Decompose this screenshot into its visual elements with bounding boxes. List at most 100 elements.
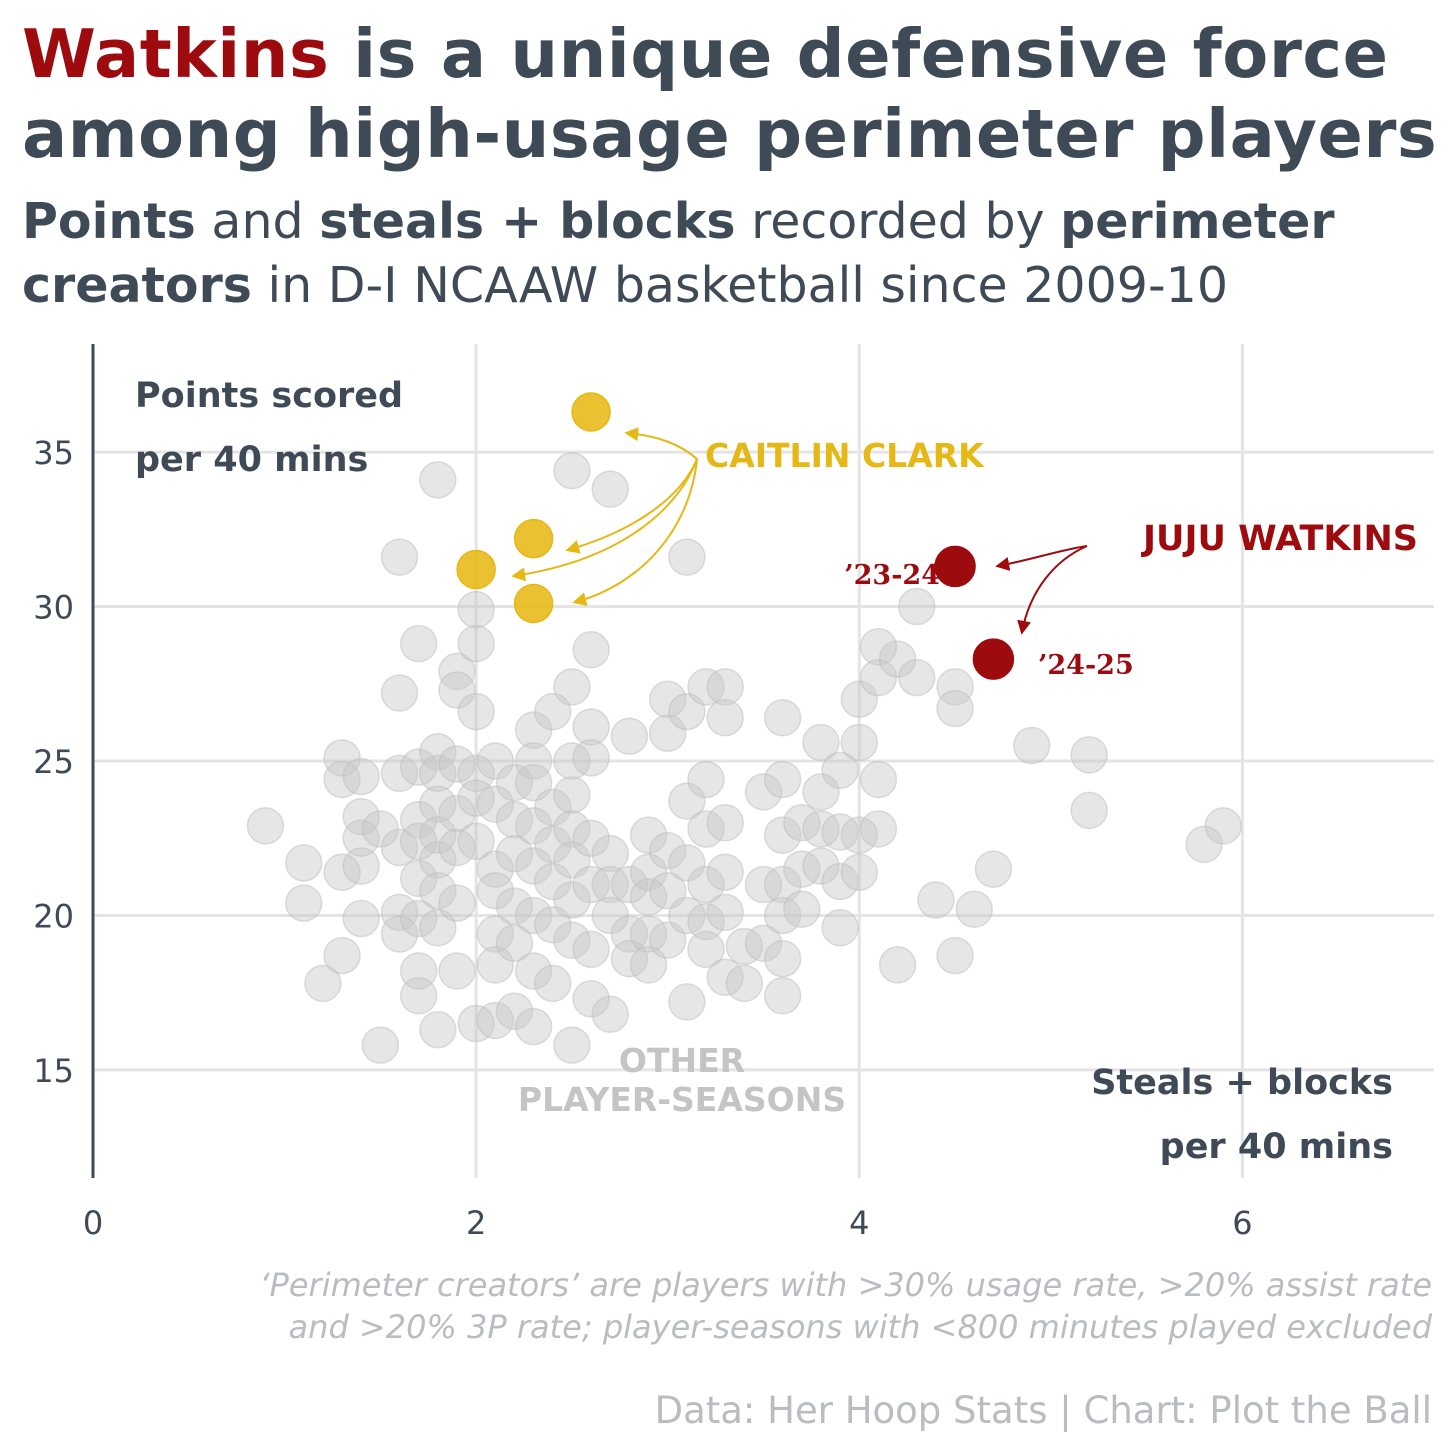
other-player-point bbox=[821, 909, 859, 947]
other-player-point bbox=[284, 844, 323, 882]
other-player-point bbox=[687, 668, 725, 706]
other-player-point bbox=[572, 739, 610, 777]
other-player-point bbox=[744, 865, 783, 904]
other-player-point bbox=[974, 850, 1013, 888]
other-player-point bbox=[534, 964, 572, 1003]
y-tick-label: 20 bbox=[33, 897, 74, 935]
other-player-point bbox=[706, 893, 744, 932]
other-player-point bbox=[859, 627, 898, 666]
clark-arrow-3 bbox=[511, 458, 698, 582]
other-player-point bbox=[687, 902, 725, 941]
other-player-point bbox=[802, 773, 840, 811]
other-player-point bbox=[591, 995, 629, 1034]
title-line-1: Watkins is a unique defensive force bbox=[22, 14, 1442, 94]
y-tick-label: 30 bbox=[33, 589, 74, 627]
other-player-point bbox=[419, 871, 457, 910]
other-player-point bbox=[514, 1007, 553, 1046]
other-player-point bbox=[419, 841, 457, 879]
other-player-point bbox=[476, 850, 515, 888]
other-player-point bbox=[476, 742, 515, 780]
subtitle-perimeter: perimeter bbox=[1060, 193, 1335, 250]
other-player-point bbox=[514, 742, 553, 780]
other-player-point bbox=[495, 834, 534, 873]
other-player-point bbox=[438, 794, 476, 833]
other-player-point bbox=[438, 745, 476, 783]
watkins-season-label-2: ’24-25 bbox=[1038, 650, 1134, 681]
clark-label: CAITLIN CLARK bbox=[705, 436, 985, 475]
other-player-point bbox=[802, 847, 840, 885]
other-label-line-1: OTHER bbox=[619, 1041, 745, 1080]
other-player-point bbox=[821, 751, 859, 790]
other-player-point bbox=[476, 1001, 515, 1040]
other-player-point bbox=[821, 862, 859, 901]
title-rest: is a unique defensive force bbox=[329, 15, 1389, 93]
highlight-points bbox=[456, 392, 1015, 680]
other-player-point bbox=[725, 927, 764, 966]
other-player-point bbox=[898, 658, 936, 697]
other-player-point bbox=[668, 983, 706, 1021]
other-player-point bbox=[553, 742, 591, 780]
other-player-point bbox=[457, 624, 495, 663]
other-player-point bbox=[572, 708, 610, 746]
other-player-point bbox=[783, 890, 821, 929]
other-player-point bbox=[476, 915, 515, 953]
other-player-point bbox=[783, 850, 821, 888]
other-player-point bbox=[668, 844, 706, 882]
other-player-point bbox=[917, 881, 955, 919]
x-tick-label: 2 bbox=[466, 1204, 486, 1242]
other-player-point bbox=[572, 930, 610, 969]
other-player-point bbox=[687, 760, 725, 799]
watkins-arrow-2 bbox=[1017, 545, 1088, 635]
other-player-point bbox=[591, 865, 629, 904]
other-player-point bbox=[744, 924, 783, 962]
other-player-point bbox=[419, 461, 457, 499]
other-player-point bbox=[553, 451, 591, 490]
other-player-point bbox=[457, 590, 495, 629]
other-player-point bbox=[399, 977, 438, 1015]
x-axis-label-line-1: Steals + blocks bbox=[1091, 1063, 1393, 1103]
other-player-point bbox=[342, 819, 380, 857]
other-points bbox=[246, 451, 1243, 1064]
chart-title: Watkins is a unique defensive force amon… bbox=[22, 14, 1442, 174]
chart-subtitle: Points and steals + blocks recorded by p… bbox=[22, 190, 1452, 318]
other-player-point bbox=[763, 816, 802, 854]
watkins-season-label-1: ’23-24 bbox=[844, 560, 940, 591]
other-player-point bbox=[476, 946, 515, 984]
watkins-point bbox=[934, 545, 976, 588]
other-player-point bbox=[821, 813, 859, 851]
other-player-point bbox=[648, 831, 687, 870]
other-player-point bbox=[323, 936, 361, 975]
x-tick-label: 4 bbox=[849, 1204, 869, 1242]
watkins-label: JUJU WATKINS bbox=[1141, 519, 1418, 559]
other-player-point bbox=[304, 964, 342, 1003]
other-player-point bbox=[687, 930, 725, 969]
clark-point bbox=[513, 518, 554, 559]
other-player-point bbox=[514, 847, 553, 885]
other-player-point bbox=[859, 760, 898, 799]
subtitle-steals-blocks: steals + blocks bbox=[319, 193, 736, 250]
other-player-point bbox=[1070, 736, 1108, 774]
other-player-point bbox=[840, 723, 879, 762]
other-player-point bbox=[706, 699, 744, 737]
clark-point bbox=[456, 549, 496, 590]
other-player-point bbox=[572, 865, 610, 904]
other-player-point bbox=[553, 921, 591, 959]
other-player-point bbox=[323, 760, 361, 799]
subtitle-creators: creators bbox=[22, 257, 252, 314]
other-player-point bbox=[859, 810, 898, 848]
footnote: ‘Perimeter creators’ are players with >3… bbox=[12, 1264, 1432, 1348]
other-player-point bbox=[284, 884, 323, 922]
other-player-point bbox=[553, 881, 591, 919]
other-player-point bbox=[553, 668, 591, 706]
other-player-point bbox=[706, 853, 744, 891]
clark-point bbox=[513, 583, 554, 624]
footnote-line-1: ‘Perimeter creators’ are players with >3… bbox=[259, 1266, 1432, 1304]
other-player-point bbox=[936, 689, 974, 728]
other-player-point bbox=[438, 952, 476, 990]
other-player-point bbox=[399, 800, 438, 839]
other-player-point bbox=[419, 754, 457, 793]
other-player-point bbox=[553, 810, 591, 848]
other-player-point bbox=[706, 668, 744, 706]
other-player-point bbox=[725, 964, 764, 1003]
clark-arrow-1 bbox=[624, 427, 698, 460]
